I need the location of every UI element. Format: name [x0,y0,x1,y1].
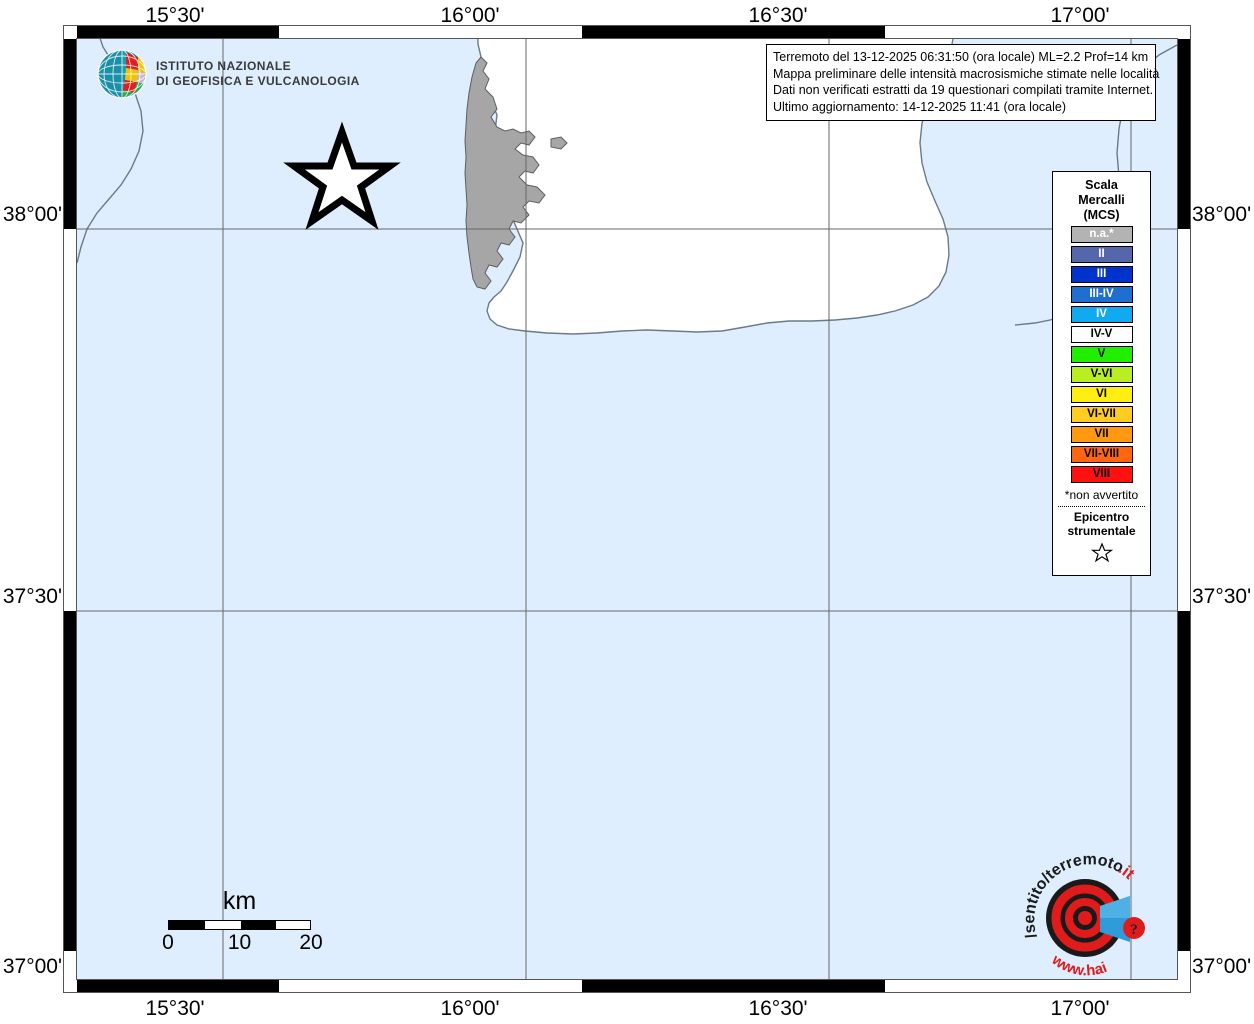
legend-swatch-vi-vii: VI-VII [1070,406,1133,423]
ingv-logo-line1: ISTITUTO NAZIONALE [156,59,291,73]
legend-swatch-v: V [1070,346,1133,363]
frame-band-left [63,25,77,993]
axis-left-labels-0: 38°00' [2,203,62,226]
urban-area-polygon [464,56,546,290]
axis-top-labels-1: 16°00' [440,4,500,27]
axis-top-labels-3: 17°00' [1050,4,1110,27]
scale-bar-unit: km [222,887,257,915]
mercalli-scale-legend: Scala Mercalli (MCS) n.a.* II III III-IV IV I… [1052,171,1151,576]
info-line-0: Terremoto del 13-12-2025 06:31:50 (ora l… [773,50,1149,64]
info-line-1: Mappa preliminare delle intensità macros… [773,66,1160,81]
svg-text:?: ? [1130,922,1138,938]
axis-right-labels-2: 37°00' [1192,955,1252,978]
frame-band-bottom [63,979,1191,993]
scale-bar-ticks: 0 10 20 [162,931,323,957]
scale-tick-0: 0 [162,931,174,954]
map-geometry [77,39,1177,979]
legend-divider [1058,506,1145,507]
legend-title-line1: Scala [1085,178,1118,192]
legend-swatch-iii: III [1070,266,1133,283]
scale-tick-1: 10 [227,931,252,954]
legend-swatch-vi: VI [1070,386,1133,403]
axis-top-labels-2: 16°30' [748,4,808,27]
legend-swatch-n-a-: n.a.* [1070,226,1133,243]
ingv-globe-icon [97,49,147,99]
ingv-logo: ISTITUTO NAZIONALE DI GEOFISICA E VULCAN… [96,48,360,100]
info-line-3: Ultimo aggiornamento: 14-12-2025 11:41 (… [773,99,1066,114]
legend-epicenter-star-icon [1058,542,1145,569]
legend-swatch-list: n.a.* II III III-IV IV IV-V V V-VI VI VI-VII VII VI… [1058,226,1145,483]
legend-swatch-v-vi: V-VI [1070,366,1133,383]
axis-top-labels-0: 15°30' [145,4,205,27]
axis-left-labels-1: 37°30' [2,585,62,608]
legend-swatch-ii: II [1070,246,1133,263]
map-frame [63,25,1191,993]
epicenter-star[interactable] [283,121,401,230]
scale-bar: km 0 10 20 [162,887,323,957]
frame-band-top [63,25,1191,39]
axis-bottom-labels-1: 16°00' [440,997,500,1020]
legend-swatch-iv-v: IV-V [1070,326,1133,343]
axis-right-labels-1: 37°30' [1192,585,1252,608]
axis-bottom-labels-2: 16°30' [748,997,808,1020]
legend-swatch-viii: VIII [1070,466,1133,483]
axis-bottom-labels-3: 17°00' [1050,997,1110,1020]
frame-band-right [1177,25,1191,993]
legend-swatch-vii: VII [1070,426,1133,443]
hai-sentito-il-terremoto-logo[interactable]: ? /sentito/terremoto .it www.hai [1021,851,1154,980]
axis-right-labels-0: 38°00' [1192,203,1252,226]
legend-swatch-iii-iv: III-IV [1070,286,1133,303]
legend-footnote: *non avvertito [1064,488,1139,502]
map-canvas[interactable] [77,39,1177,979]
islet-polygon [550,136,568,150]
earthquake-info-box: Terremoto del 13-12-2025 06:31:50 (ora l… [766,44,1160,121]
info-line-2: Dati non verificati estratti da 19 quest… [773,83,1154,97]
legend-swatch-vii-viii: VII-VIII [1070,446,1133,463]
axis-left-labels-2: 37°00' [2,955,62,978]
legend-title-line3: (MCS) [1083,208,1120,222]
ingv-logo-line2: DI GEOFISICA E VULCANOLOGIA [156,74,360,88]
legend-title-line2: Mercalli [1078,193,1125,207]
scale-bar-graphic [168,920,311,930]
legend-epicenter-line2: strumentale [1067,524,1136,538]
legend-epicenter-line1: Epicentro [1073,510,1130,524]
legend-swatch-iv: IV [1070,306,1133,323]
axis-bottom-labels-0: 15°30' [145,997,205,1020]
scale-tick-2: 20 [299,931,323,954]
